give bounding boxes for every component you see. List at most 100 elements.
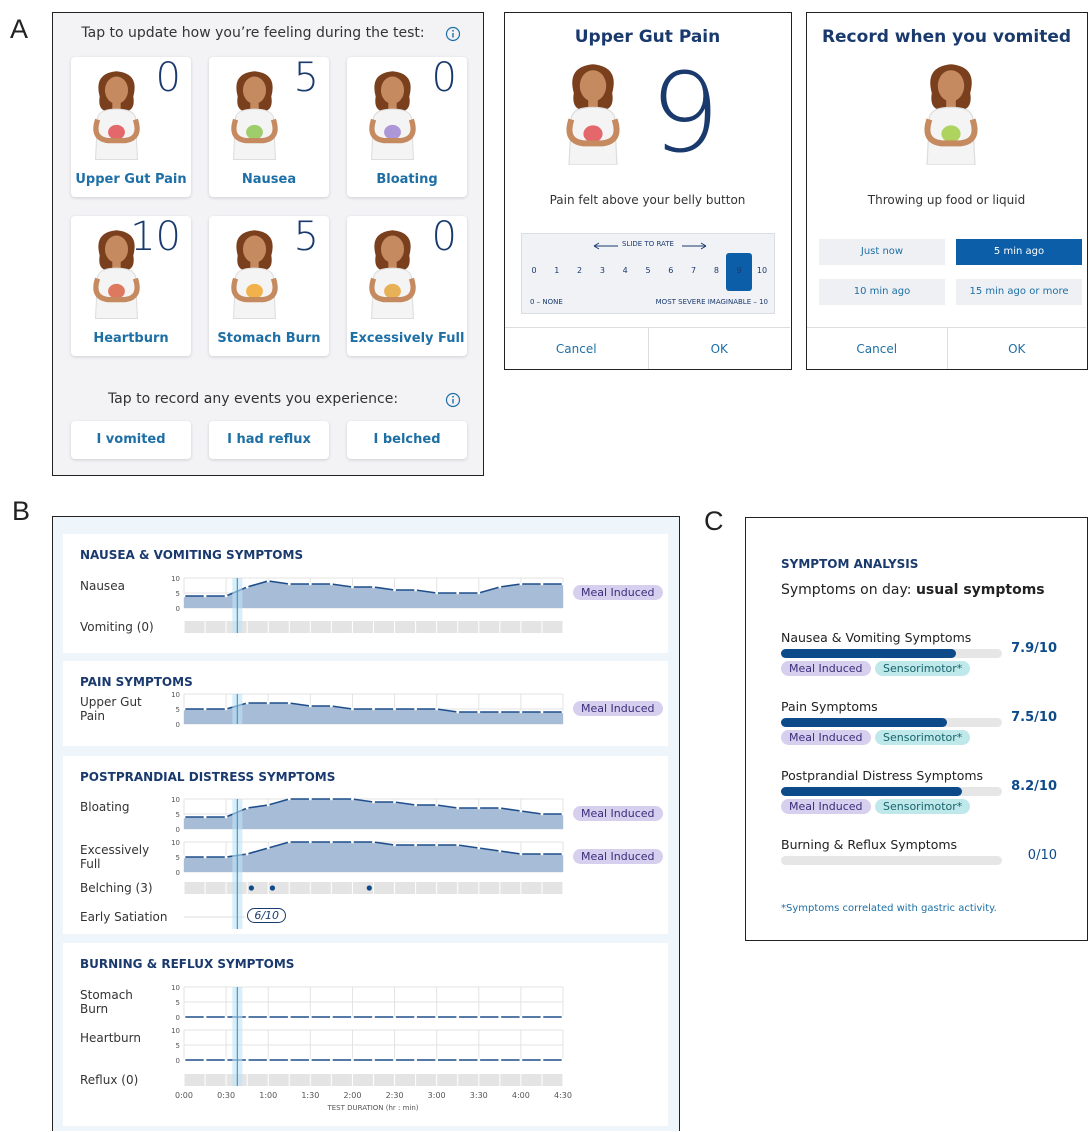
y-tick-label: 0 bbox=[176, 1057, 180, 1065]
point bbox=[562, 583, 565, 586]
rating-value: 9 bbox=[645, 53, 725, 173]
time-option[interactable]: 15 min ago or more bbox=[956, 279, 1082, 305]
point bbox=[541, 1016, 544, 1019]
slider: SLIDE TO RATE0123456789100 – NONEMOST SE… bbox=[521, 233, 775, 314]
point bbox=[351, 708, 354, 711]
panel-label: A bbox=[10, 14, 28, 45]
time-option[interactable]: Just now bbox=[819, 239, 945, 265]
y-tick-label: 0 bbox=[176, 1014, 180, 1022]
point bbox=[288, 583, 291, 586]
point bbox=[519, 1016, 522, 1019]
symptom-label: Bloating bbox=[347, 172, 467, 187]
symptom-score: 5 bbox=[294, 55, 319, 101]
point bbox=[309, 583, 312, 586]
footnote: *Symptoms correlated with gastric activi… bbox=[781, 903, 997, 914]
event-button[interactable]: I had reflux bbox=[209, 421, 329, 459]
x-tick-label: 1:00 bbox=[259, 1091, 277, 1100]
point bbox=[267, 580, 270, 583]
score-label: 7.5/10 bbox=[1011, 710, 1057, 725]
point bbox=[498, 711, 501, 714]
point bbox=[204, 595, 207, 598]
point bbox=[393, 844, 396, 847]
point bbox=[309, 798, 312, 801]
dialog-button[interactable]: Cancel bbox=[505, 327, 648, 369]
point bbox=[225, 708, 228, 711]
prompt: Tap to update how you’re feeling during … bbox=[53, 25, 453, 41]
tag: Sensorimotor* bbox=[875, 799, 970, 814]
point bbox=[477, 1059, 480, 1062]
point bbox=[225, 856, 228, 859]
point bbox=[498, 586, 501, 589]
dialog-button[interactable]: OK bbox=[947, 327, 1087, 369]
point bbox=[372, 708, 375, 711]
section-title: NAUSEA & VOMITING SYMPTOMS bbox=[80, 548, 303, 562]
info-icon[interactable] bbox=[445, 26, 461, 42]
tag: Meal Induced bbox=[781, 661, 871, 676]
face bbox=[243, 236, 266, 263]
y-tick-label: 10 bbox=[171, 984, 180, 992]
point bbox=[246, 1059, 249, 1062]
scale-label: 7 bbox=[684, 266, 704, 275]
face bbox=[580, 70, 606, 101]
scale-label: 5 bbox=[638, 266, 658, 275]
x-axis-title: TEST DURATION (hr : min) bbox=[326, 1104, 418, 1112]
row-label: Vomiting (0) bbox=[80, 620, 154, 634]
y-tick-label: 5 bbox=[176, 590, 180, 598]
point bbox=[351, 586, 354, 589]
point bbox=[393, 1016, 396, 1019]
dialog-title: Upper Gut Pain bbox=[505, 27, 790, 47]
score-bar bbox=[781, 718, 947, 727]
group-name: Postprandial Distress Symptoms bbox=[781, 768, 983, 783]
point bbox=[267, 847, 270, 850]
info-icon[interactable] bbox=[445, 392, 461, 408]
y-tick-label: 5 bbox=[176, 811, 180, 819]
score-bar bbox=[781, 649, 956, 658]
point bbox=[372, 801, 375, 804]
score-label: 7.9/10 bbox=[1011, 641, 1057, 656]
x-tick-label: 2:30 bbox=[386, 1091, 404, 1100]
point bbox=[309, 705, 312, 708]
point bbox=[330, 705, 333, 708]
row-label: Nausea bbox=[80, 579, 150, 593]
scale-label: 3 bbox=[592, 266, 612, 275]
point bbox=[225, 1059, 228, 1062]
point bbox=[204, 1059, 207, 1062]
face bbox=[105, 77, 128, 104]
point bbox=[183, 1016, 186, 1019]
point bbox=[519, 810, 522, 813]
point bbox=[288, 1016, 291, 1019]
event-button[interactable]: I belched bbox=[347, 421, 467, 459]
x-tick-label: 2:00 bbox=[343, 1091, 361, 1100]
time-option[interactable]: 10 min ago bbox=[819, 279, 945, 305]
point bbox=[309, 841, 312, 844]
organ bbox=[941, 125, 960, 142]
symptom-label: Upper Gut Pain bbox=[71, 172, 191, 187]
event-button[interactable]: I vomited bbox=[71, 421, 191, 459]
score-label: 0/10 bbox=[1028, 848, 1057, 863]
face bbox=[243, 77, 266, 104]
point bbox=[519, 1059, 522, 1062]
point bbox=[393, 589, 396, 592]
tag: Sensorimotor* bbox=[875, 661, 970, 676]
point bbox=[330, 583, 333, 586]
time-option[interactable]: 5 min ago bbox=[956, 239, 1082, 265]
point bbox=[435, 592, 438, 595]
panel-c: SYMPTOM ANALYSISSymptoms on day: usual s… bbox=[745, 517, 1088, 941]
event-dot bbox=[367, 885, 372, 890]
point bbox=[246, 853, 249, 856]
dialog-button[interactable]: Cancel bbox=[807, 327, 947, 369]
point bbox=[372, 841, 375, 844]
point bbox=[456, 711, 459, 714]
dialog-description: Pain felt above your belly button bbox=[505, 193, 790, 207]
dialog-button[interactable]: OK bbox=[648, 327, 791, 369]
point bbox=[204, 816, 207, 819]
point bbox=[414, 844, 417, 847]
panel-label: C bbox=[704, 506, 724, 537]
